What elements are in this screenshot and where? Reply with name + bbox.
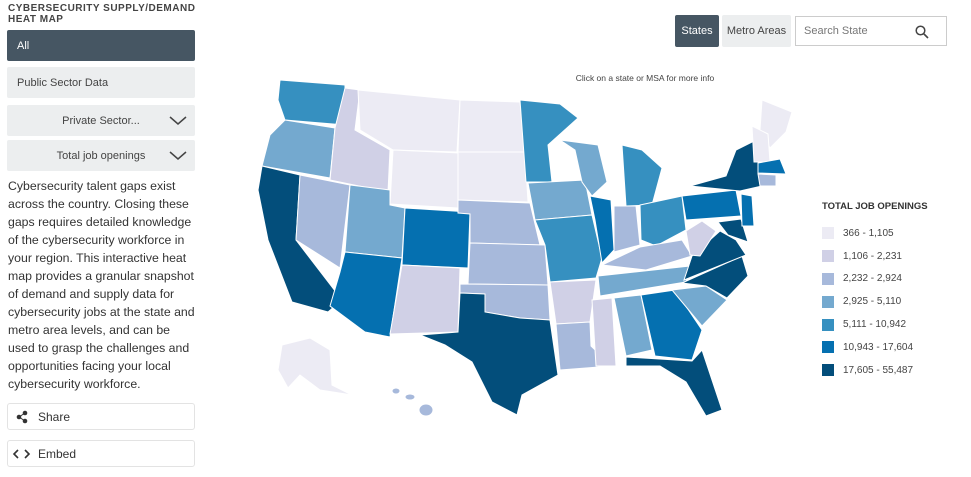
legend-label: 1,106 - 2,231 [843, 250, 902, 262]
state[interactable] [418, 403, 434, 417]
legend-item: 10,943 - 17,604 [822, 336, 913, 359]
filter-label: Total job openings [56, 149, 146, 162]
search-input[interactable]: Search State [795, 16, 947, 46]
state[interactable] [467, 242, 549, 286]
legend-item: 17,605 - 55,487 [822, 359, 913, 382]
state[interactable] [621, 144, 663, 207]
filter-all[interactable]: All [7, 30, 195, 61]
state[interactable] [600, 239, 693, 271]
state[interactable] [389, 264, 461, 335]
state[interactable] [277, 79, 346, 126]
legend-label: 366 - 1,105 [843, 227, 894, 239]
legend-swatch [822, 227, 834, 240]
state[interactable] [261, 119, 336, 179]
state[interactable] [295, 174, 351, 269]
embed-icon [12, 448, 31, 459]
state[interactable] [589, 195, 615, 265]
legend-title: TOTAL JOB OPENINGS [822, 201, 928, 212]
embed-button[interactable]: Embed [7, 440, 195, 467]
legend-swatch [822, 318, 834, 331]
chevron [169, 115, 187, 125]
state[interactable] [671, 285, 728, 327]
state[interactable] [639, 195, 687, 247]
legend-item: 2,232 - 2,924 [822, 268, 913, 291]
state[interactable] [689, 139, 763, 192]
page-title: CYBERSECURITY SUPPLY/DEMAND HEAT MAP [8, 3, 196, 25]
legend-swatch [822, 341, 834, 354]
legend-item: 2,925 - 5,110 [822, 290, 913, 313]
state[interactable] [404, 393, 416, 401]
search-icon [915, 25, 929, 39]
legend-label: 2,925 - 5,110 [843, 296, 902, 308]
share-icon [16, 410, 28, 423]
chevron [169, 150, 187, 160]
state[interactable] [757, 173, 777, 187]
state[interactable] [534, 214, 603, 283]
filter-metric[interactable]: Total job openings [7, 140, 195, 171]
metro-toggle[interactable]: Metro Areas [722, 15, 791, 47]
search-placeholder: Search State [804, 25, 868, 37]
state[interactable] [549, 279, 597, 325]
state[interactable] [681, 189, 742, 221]
state[interactable] [277, 337, 353, 396]
legend-label: 17,605 - 55,487 [843, 364, 914, 376]
embed-label: Embed [38, 446, 77, 461]
state[interactable] [527, 179, 593, 221]
state[interactable] [457, 151, 529, 203]
state[interactable] [389, 149, 461, 209]
state[interactable] [457, 99, 526, 153]
legend-label: 2,232 - 2,924 [843, 273, 902, 285]
state[interactable] [740, 193, 755, 227]
state[interactable] [401, 207, 471, 269]
share-label: Share [38, 409, 71, 424]
legend-swatch [822, 250, 834, 263]
legend-item: 366 - 1,105 [822, 222, 913, 245]
states-toggle[interactable]: States [675, 15, 719, 47]
state[interactable] [625, 349, 723, 417]
legend-item: 1,106 - 2,231 [822, 245, 913, 268]
state[interactable] [591, 297, 617, 367]
state[interactable] [391, 387, 401, 395]
filter-private[interactable]: Private Sector... [7, 105, 195, 136]
state[interactable] [419, 292, 559, 416]
legend-swatch [822, 295, 834, 308]
legend-swatch [822, 364, 834, 377]
legend: 366 - 1,105 1,106 - 2,231 2,232 - 2,924 2,9… [822, 222, 913, 382]
legend-swatch [822, 272, 834, 285]
map-hint: Click on a state or MSA for more info [575, 73, 715, 83]
state[interactable] [457, 199, 541, 246]
state[interactable] [717, 218, 749, 243]
state[interactable] [613, 205, 641, 253]
legend-label: 10,943 - 17,604 [843, 341, 914, 353]
filter-public[interactable]: Public Sector Data [7, 67, 195, 98]
filter-label: Private Sector... [62, 114, 140, 127]
state[interactable] [519, 99, 579, 183]
state[interactable] [757, 158, 787, 175]
legend-label: 5,111 - 10,942 [843, 319, 907, 331]
share-button[interactable]: Share [7, 403, 195, 430]
legend-item: 5,111 - 10,942 [822, 313, 913, 336]
description: Cybersecurity talent gaps exist across t… [8, 179, 195, 391]
state[interactable] [613, 294, 653, 357]
state[interactable] [685, 220, 717, 257]
state[interactable] [683, 230, 747, 281]
